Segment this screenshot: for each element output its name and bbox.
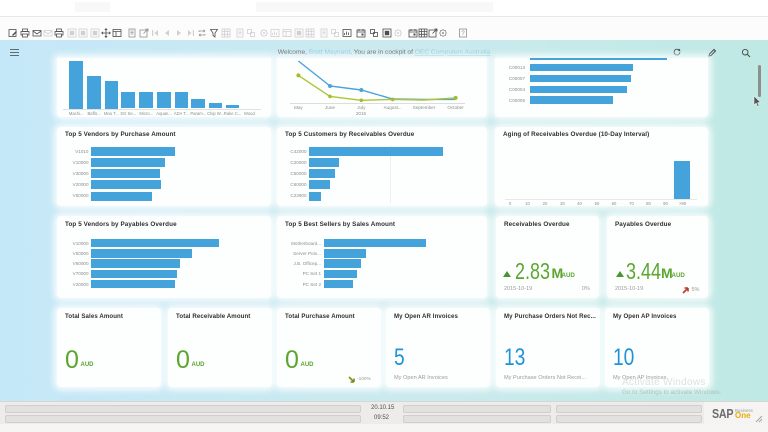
svg-text:?: ? [461, 31, 465, 37]
